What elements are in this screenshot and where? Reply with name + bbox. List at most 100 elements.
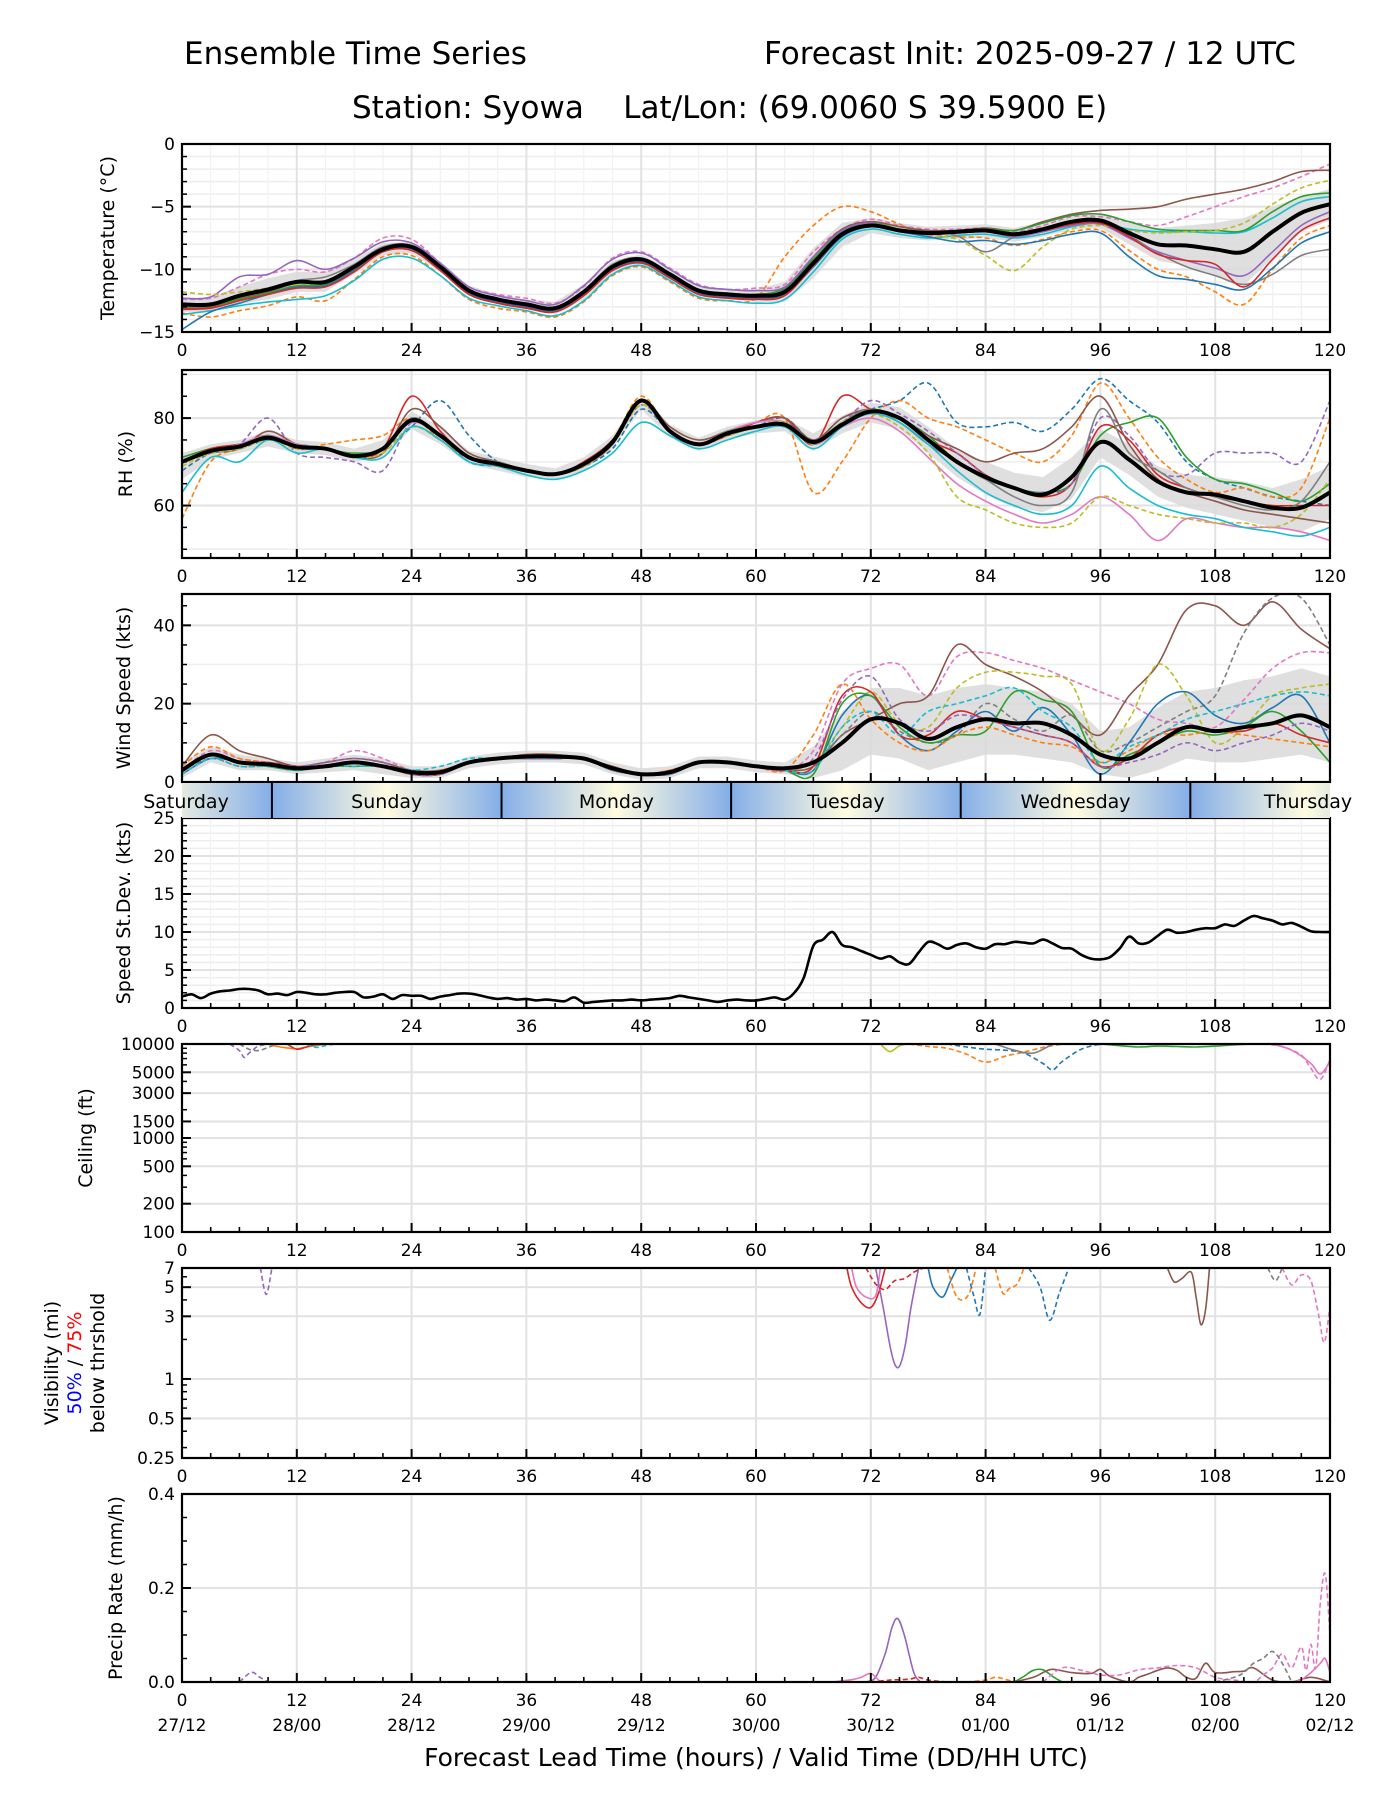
ceiling-member-line-5 <box>879 1044 910 1053</box>
y-tick-label: 1000 <box>132 1129 175 1149</box>
y-axis-label: Wind Speed (kts) <box>113 607 135 770</box>
x-tick-label: 36 <box>516 1467 538 1487</box>
visibility-plot-area <box>259 1268 1330 1369</box>
x-valid-time-label: 30/00 <box>732 1716 781 1736</box>
day-segment <box>182 783 272 818</box>
x-tick-label: 84 <box>975 1467 997 1487</box>
x-tick-label: 120 <box>1314 341 1346 361</box>
x-axis-label: Forecast Lead Time (hours) / Valid Time … <box>424 1743 1088 1772</box>
day-label: Sunday <box>351 791 422 813</box>
x-valid-time-label: 02/00 <box>1191 1716 1240 1736</box>
x-tick-label: 0 <box>177 1017 188 1037</box>
y-tick-label: 0.25 <box>137 1449 175 1469</box>
rh-panel: 60 80 0 12 24 36 48 60 72 84 96 108 120 RH (%) <box>115 368 1346 587</box>
x-tick-label: 96 <box>1090 567 1112 587</box>
x-tick-label: 36 <box>516 567 538 587</box>
x-tick-label: 120 <box>1314 567 1346 587</box>
visibility-member-line-11 <box>1267 1268 1283 1282</box>
x-valid-time-label: 29/00 <box>502 1716 551 1736</box>
visibility-grid <box>181 1267 1331 1459</box>
x-tick-label: 24 <box>401 1467 423 1487</box>
ceiling-member-line-1 <box>238 1044 278 1052</box>
x-tick-label: 120 <box>1314 1691 1346 1711</box>
ceiling-member-line-0 <box>229 1044 269 1059</box>
x-tick-label: 60 <box>745 567 767 587</box>
ceiling-member-line-11 <box>1272 1044 1330 1075</box>
precip_rate-panel: 0.0 0.2 0.4 0 27/12 12 28/00 24 28/12 36 29/00 48 29… <box>105 1485 1355 1772</box>
y-tick-label: 0.4 <box>148 1485 175 1505</box>
x-tick-label: 48 <box>630 1017 652 1037</box>
temperature-panel: 0−5−10−150 12 24 36 48 60 72 84 96 108 120Temperat… <box>97 135 1346 361</box>
x-tick-label: 84 <box>975 567 997 587</box>
x-tick-label: 108 <box>1199 1241 1231 1261</box>
x-tick-label: 24 <box>401 1017 423 1037</box>
temperature-member-line-3 <box>182 195 1330 317</box>
ceiling-member-line-9 <box>1100 1044 1254 1048</box>
y-tick-label: 40 <box>153 616 175 636</box>
day-label: Saturday <box>143 791 229 813</box>
ceiling-member-line-6 <box>909 1044 1063 1064</box>
ceiling-member-line-3 <box>286 1044 317 1051</box>
x-tick-label: 24 <box>401 567 423 587</box>
x-valid-time-label: 29/12 <box>617 1716 666 1736</box>
x-tick-label: 72 <box>860 1467 882 1487</box>
x-tick-label: 48 <box>630 341 652 361</box>
x-valid-time-label: 28/12 <box>387 1716 436 1736</box>
y-axis-label: RH (%) <box>115 431 137 497</box>
x-tick-label: 0 <box>177 1467 188 1487</box>
day-label: Wednesday <box>1021 791 1131 813</box>
x-tick-label: 72 <box>860 1241 882 1261</box>
y-tick-label: −10 <box>139 260 175 280</box>
x-tick-label: 120 <box>1314 1467 1346 1487</box>
x-tick-label: 120 <box>1314 1241 1346 1261</box>
day-segment <box>1190 783 1330 818</box>
y-tick-label: 5000 <box>132 1063 175 1083</box>
temperature-spread-band <box>182 189 1330 315</box>
x-tick-label: 24 <box>401 1691 423 1711</box>
figure-title-right: Forecast Init: 2025-09-27 / 12 UTC <box>764 36 1296 72</box>
y-tick-label: 500 <box>143 1157 175 1177</box>
visibility-panel: 0.25 0.5 1 3 57 0 12 24 36 48 60 72 84 96 108 120 Visibi… <box>41 1259 1346 1487</box>
y-tick-label: 0.5 <box>148 1409 175 1429</box>
y-tick-label: 200 <box>143 1195 175 1215</box>
x-tick-label: 96 <box>1090 341 1112 361</box>
visibility-member-line-2 <box>850 1268 882 1300</box>
precip_rate-member-line-2 <box>832 1672 881 1682</box>
ceiling-plot-area <box>229 1044 1330 1081</box>
x-tick-label: 12 <box>286 1017 308 1037</box>
x-tick-label: 0 <box>177 567 188 587</box>
x-tick-label: 108 <box>1199 1467 1231 1487</box>
visibility-member-line-3 <box>874 1268 920 1369</box>
ceiling-grid <box>181 1043 1331 1233</box>
rh-ensemble-mean-line <box>182 398 1330 512</box>
x-tick-label: 36 <box>516 1691 538 1711</box>
y-tick-label: 20 <box>153 847 175 867</box>
x-tick-label: 60 <box>745 1467 767 1487</box>
wind_speed-spread-band <box>182 668 1330 780</box>
rh-spread-band <box>182 396 1330 532</box>
y-tick-label: 3000 <box>132 1084 175 1104</box>
y-tick-label: 0 <box>164 773 175 793</box>
precip_rate-member-line-3 <box>870 1676 948 1682</box>
x-tick-label: 0 <box>177 1691 188 1711</box>
temperature-member-line-1 <box>182 163 1330 305</box>
y-tick-label: 7 <box>164 1259 175 1279</box>
temperature-member-line-9 <box>182 217 1330 314</box>
y-tick-label: 1 <box>164 1370 175 1390</box>
x-tick-label: 60 <box>745 1017 767 1037</box>
x-valid-time-label: 01/00 <box>961 1716 1010 1736</box>
x-valid-time-label: 28/00 <box>272 1716 321 1736</box>
y-tick-label: −15 <box>139 323 175 343</box>
y-tick-label: 0 <box>164 135 175 155</box>
x-tick-label: 84 <box>975 1691 997 1711</box>
y-tick-label: 80 <box>153 409 175 429</box>
day-segment <box>960 783 1191 818</box>
y-tick-label: 10000 <box>121 1035 175 1055</box>
day-label: Tuesday <box>806 791 884 813</box>
y-tick-label: 0.2 <box>148 1579 175 1599</box>
x-tick-label: 108 <box>1199 1017 1231 1037</box>
threshold-part: 75% <box>64 1312 86 1354</box>
precip_rate-grid <box>181 1493 1331 1683</box>
